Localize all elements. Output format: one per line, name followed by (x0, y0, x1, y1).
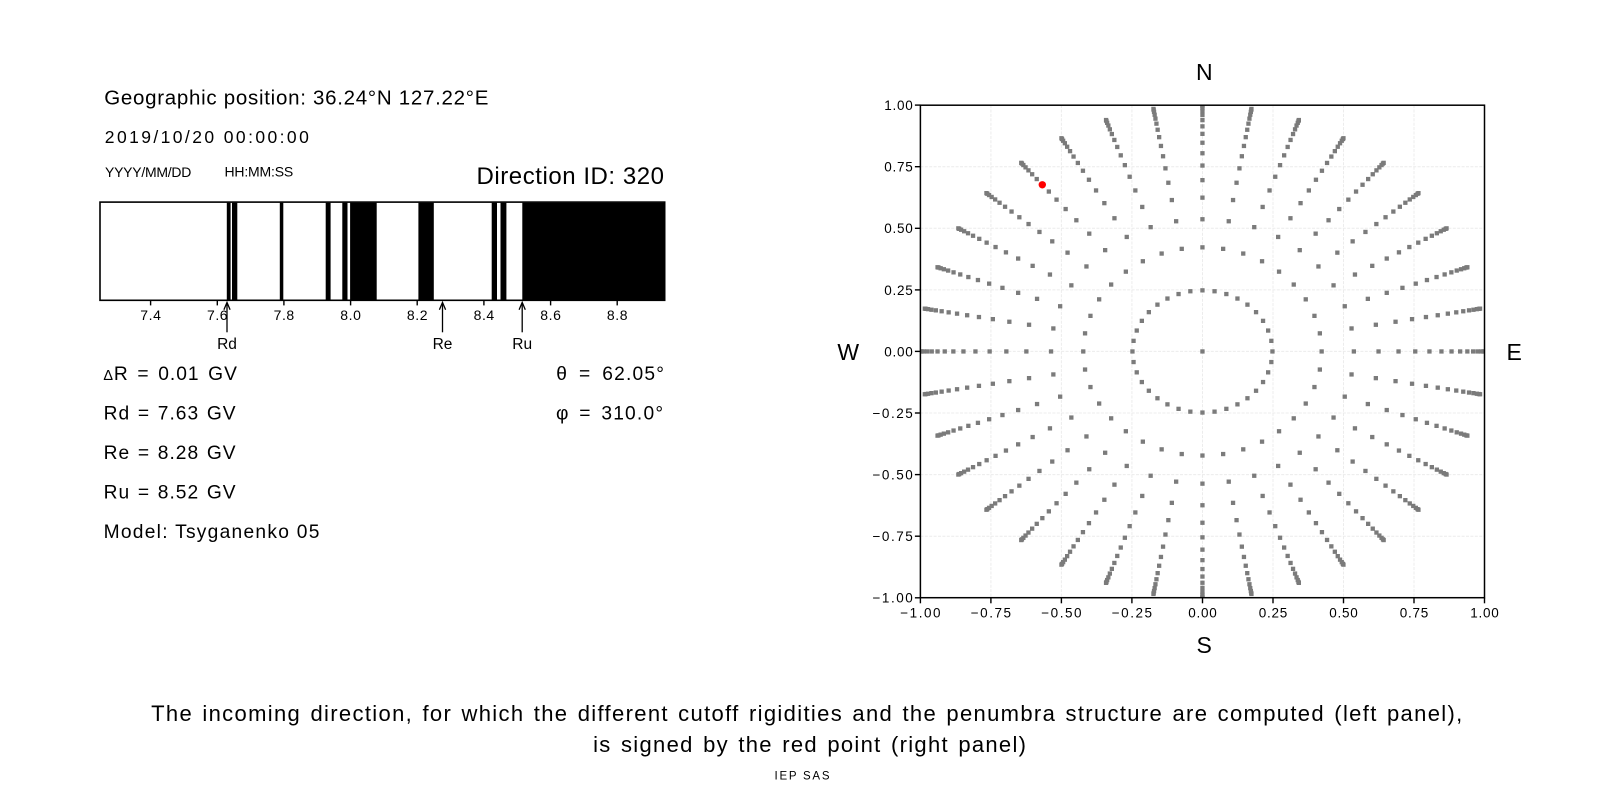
svg-text:0.00: 0.00 (884, 344, 913, 359)
svg-text:0.75: 0.75 (1400, 606, 1429, 621)
svg-text:7.6: 7.6 (207, 307, 228, 323)
svg-text:−0.75: −0.75 (873, 529, 913, 544)
svg-text:1.00: 1.00 (1470, 606, 1499, 621)
svg-text:−1.00: −1.00 (873, 591, 913, 606)
svg-text:8.4: 8.4 (474, 307, 495, 323)
svg-text:W: W (837, 339, 859, 365)
svg-text:8.6: 8.6 (540, 307, 561, 323)
svg-text:8.8: 8.8 (607, 307, 628, 323)
svg-text:0.25: 0.25 (884, 283, 913, 298)
svg-text:0.00: 0.00 (1188, 606, 1217, 621)
svg-text:0.50: 0.50 (1329, 606, 1358, 621)
svg-text:N: N (1196, 59, 1213, 85)
svg-text:Rd: Rd (217, 336, 237, 353)
svg-text:θ = 62.05°: θ = 62.05° (556, 364, 665, 385)
svg-text:−0.50: −0.50 (873, 468, 913, 483)
svg-text:Re: Re (433, 336, 453, 353)
svg-text:R = 0.01 GV: R = 0.01 GV (114, 364, 238, 385)
svg-text:2019/10/20 00:00:00: 2019/10/20 00:00:00 (105, 127, 309, 147)
svg-text:HH:MM:SS: HH:MM:SS (225, 163, 294, 179)
svg-text:Re = 8.28 GV: Re = 8.28 GV (104, 443, 237, 464)
svg-text:Direction ID: 320: Direction ID: 320 (477, 163, 665, 190)
svg-text:1.00: 1.00 (884, 98, 913, 113)
svg-text:8.2: 8.2 (407, 307, 428, 323)
svg-text:−0.50: −0.50 (1041, 606, 1081, 621)
svg-text:E: E (1507, 339, 1522, 365)
svg-text:Geographic position: 36.24°N 1: Geographic position: 36.24°N 127.22°E (104, 87, 488, 110)
svg-text:S: S (1197, 632, 1212, 658)
svg-text:∆: ∆ (104, 368, 113, 384)
svg-text:Model: Tsyganenko 05: Model: Tsyganenko 05 (104, 522, 320, 543)
svg-text:0.25: 0.25 (1259, 606, 1288, 621)
svg-text:is signed by the red point (ri: is signed by the red point (right panel) (593, 732, 1027, 757)
svg-text:IEP SAS: IEP SAS (775, 771, 830, 783)
svg-text:Ru: Ru (512, 336, 532, 353)
svg-text:φ = 310.0°: φ = 310.0° (556, 404, 664, 425)
svg-text:The incoming direction, for wh: The incoming direction, for which the di… (151, 701, 1464, 726)
svg-text:−1.00: −1.00 (900, 606, 940, 621)
svg-text:Ru = 8.52 GV: Ru = 8.52 GV (104, 482, 237, 503)
svg-text:−0.25: −0.25 (873, 406, 913, 421)
svg-text:7.8: 7.8 (274, 307, 295, 323)
svg-text:−0.25: −0.25 (1112, 606, 1152, 621)
svg-text:8.0: 8.0 (340, 307, 361, 323)
svg-text:−0.75: −0.75 (971, 606, 1011, 621)
svg-text:0.50: 0.50 (884, 221, 913, 236)
svg-text:Rd = 7.63 GV: Rd = 7.63 GV (104, 404, 237, 425)
svg-text:YYYY/MM/DD: YYYY/MM/DD (105, 164, 191, 180)
svg-text:0.75: 0.75 (884, 160, 913, 175)
svg-text:7.4: 7.4 (140, 307, 161, 323)
